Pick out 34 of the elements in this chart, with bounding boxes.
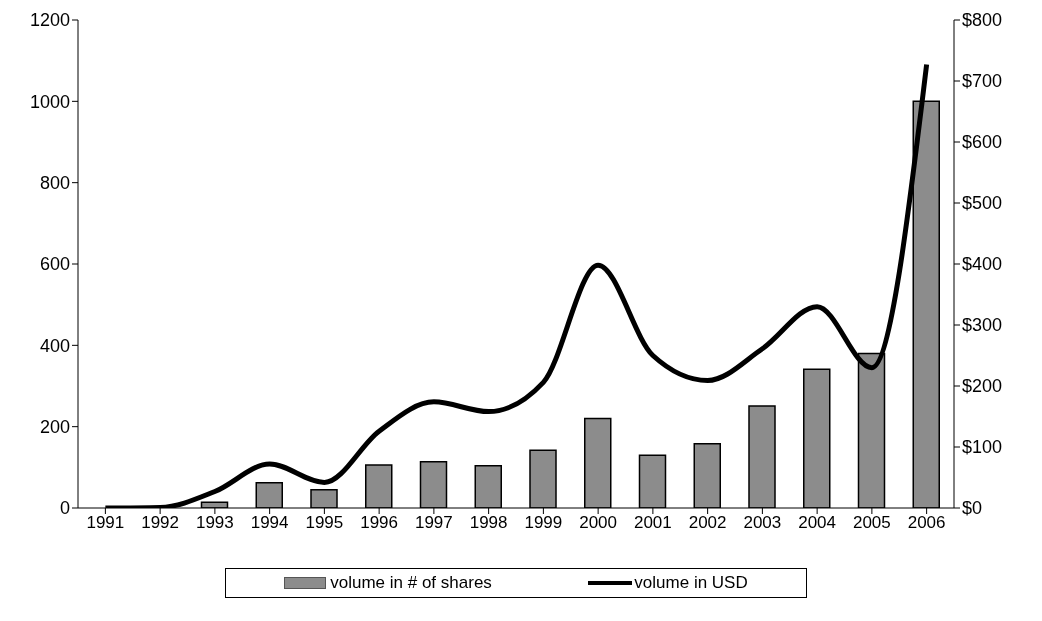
y2-tick-label: $300 <box>962 315 1003 336</box>
y-tick-label: 600 <box>39 254 70 275</box>
legend-label: volume in USD <box>634 573 748 593</box>
x-tick-label: 1996 <box>360 513 399 533</box>
x-tick-label: 2004 <box>798 513 837 533</box>
y-tick-label: 200 <box>39 417 70 438</box>
y-tick-label: 1200 <box>29 10 70 31</box>
x-tick-label: 2005 <box>852 513 891 533</box>
x-tick-label: 1995 <box>305 513 344 533</box>
x-tick-label: 1999 <box>524 513 563 533</box>
y-tick-label: 800 <box>39 173 70 194</box>
y2-tick-label: $500 <box>962 193 1003 214</box>
x-tick-label: 1994 <box>250 513 289 533</box>
y2-tick-label: $400 <box>962 254 1003 275</box>
x-tick-label: 2002 <box>688 513 727 533</box>
x-tick-label: 2000 <box>579 513 618 533</box>
x-tick-label: 1993 <box>195 513 234 533</box>
x-tick-label: 2003 <box>743 513 782 533</box>
y-tick-label: 400 <box>39 335 70 356</box>
x-tick-label: 1992 <box>141 513 180 533</box>
y2-tick-label: $600 <box>962 132 1003 153</box>
x-tick-label: 1998 <box>469 513 508 533</box>
y2-tick-label: $200 <box>962 376 1003 397</box>
y-tick-label: 1000 <box>29 91 70 112</box>
x-tick-label: 1997 <box>414 513 453 533</box>
y-tick-label: 0 <box>59 498 70 519</box>
y2-tick-label: $700 <box>962 71 1003 92</box>
x-tick-label: 2001 <box>633 513 672 533</box>
legend-label: volume in # of shares <box>330 573 492 593</box>
y2-tick-label: $100 <box>962 437 1003 458</box>
y2-tick-label: $0 <box>962 498 983 519</box>
x-tick-label: 1991 <box>86 513 125 533</box>
y2-tick-label: $800 <box>962 10 1003 31</box>
x-tick-label: 2006 <box>907 513 946 533</box>
